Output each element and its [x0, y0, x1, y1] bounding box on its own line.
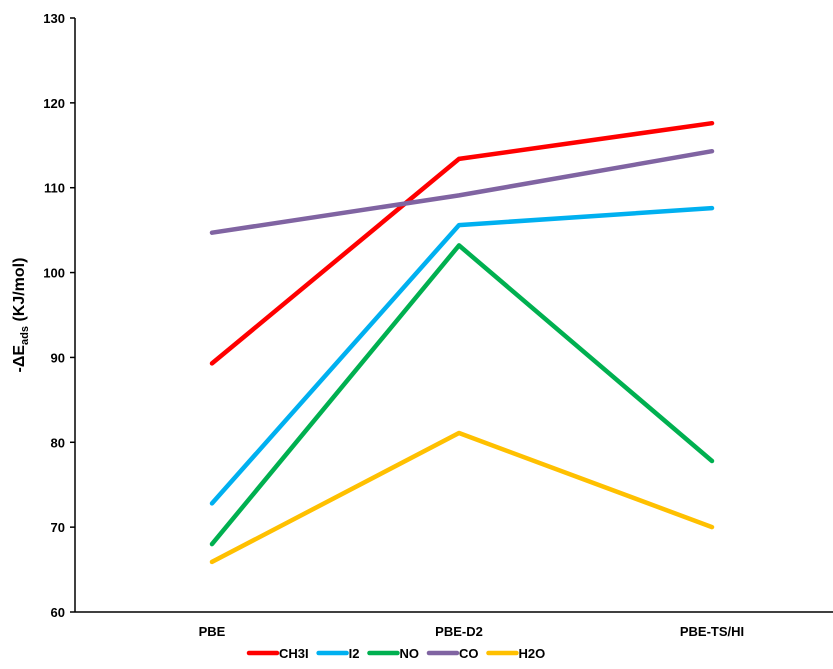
y-tick-label: 110 — [44, 181, 65, 196]
legend-label: NO — [399, 646, 419, 661]
legend-item-ch3i: CH3I — [246, 646, 309, 661]
y-tick-label: 70 — [51, 520, 65, 535]
x-tick-label: PBE — [199, 624, 226, 639]
x-ticks: PBE PBE-D2 PBE-TS/HI — [199, 624, 745, 639]
y-axis-title-subscript: ads — [19, 326, 31, 345]
y-tick-label: 90 — [51, 350, 65, 365]
y-tick-label: 100 — [43, 266, 65, 281]
legend-label: CO — [459, 646, 479, 661]
x-tick-label: PBE-TS/HI — [680, 624, 744, 639]
y-axis-title-main: -ΔE — [11, 345, 28, 373]
series-line-co — [209, 148, 715, 235]
series-layer — [209, 120, 715, 565]
series-line-no — [209, 243, 715, 547]
legend-item-no: NO — [367, 646, 419, 661]
legend-item-h2o: H2O — [486, 646, 545, 661]
series-line-i2 — [209, 205, 715, 506]
legend-item-i2: I2 — [316, 646, 360, 661]
y-tick-label: 60 — [51, 605, 65, 620]
y-axis-title-unit: (KJ/mol) — [11, 258, 28, 326]
legend-label: I2 — [349, 646, 360, 661]
x-tick-label: PBE-D2 — [435, 624, 483, 639]
series-line-ch3i — [209, 120, 715, 366]
y-ticks: 60 70 80 90 100 110 120 130 — [43, 11, 75, 620]
y-tick-label: 120 — [43, 96, 65, 111]
y-tick-label: 130 — [43, 11, 65, 26]
series-line-h2o — [209, 430, 715, 565]
legend: CH3I I2 NO CO H2O — [246, 646, 545, 661]
legend-label: H2O — [518, 646, 545, 661]
y-axis-title: -ΔEads (KJ/mol) — [11, 258, 31, 373]
y-tick-label: 80 — [51, 435, 65, 450]
legend-item-co: CO — [426, 646, 479, 661]
axes — [74, 18, 833, 613]
legend-label: CH3I — [279, 646, 309, 661]
